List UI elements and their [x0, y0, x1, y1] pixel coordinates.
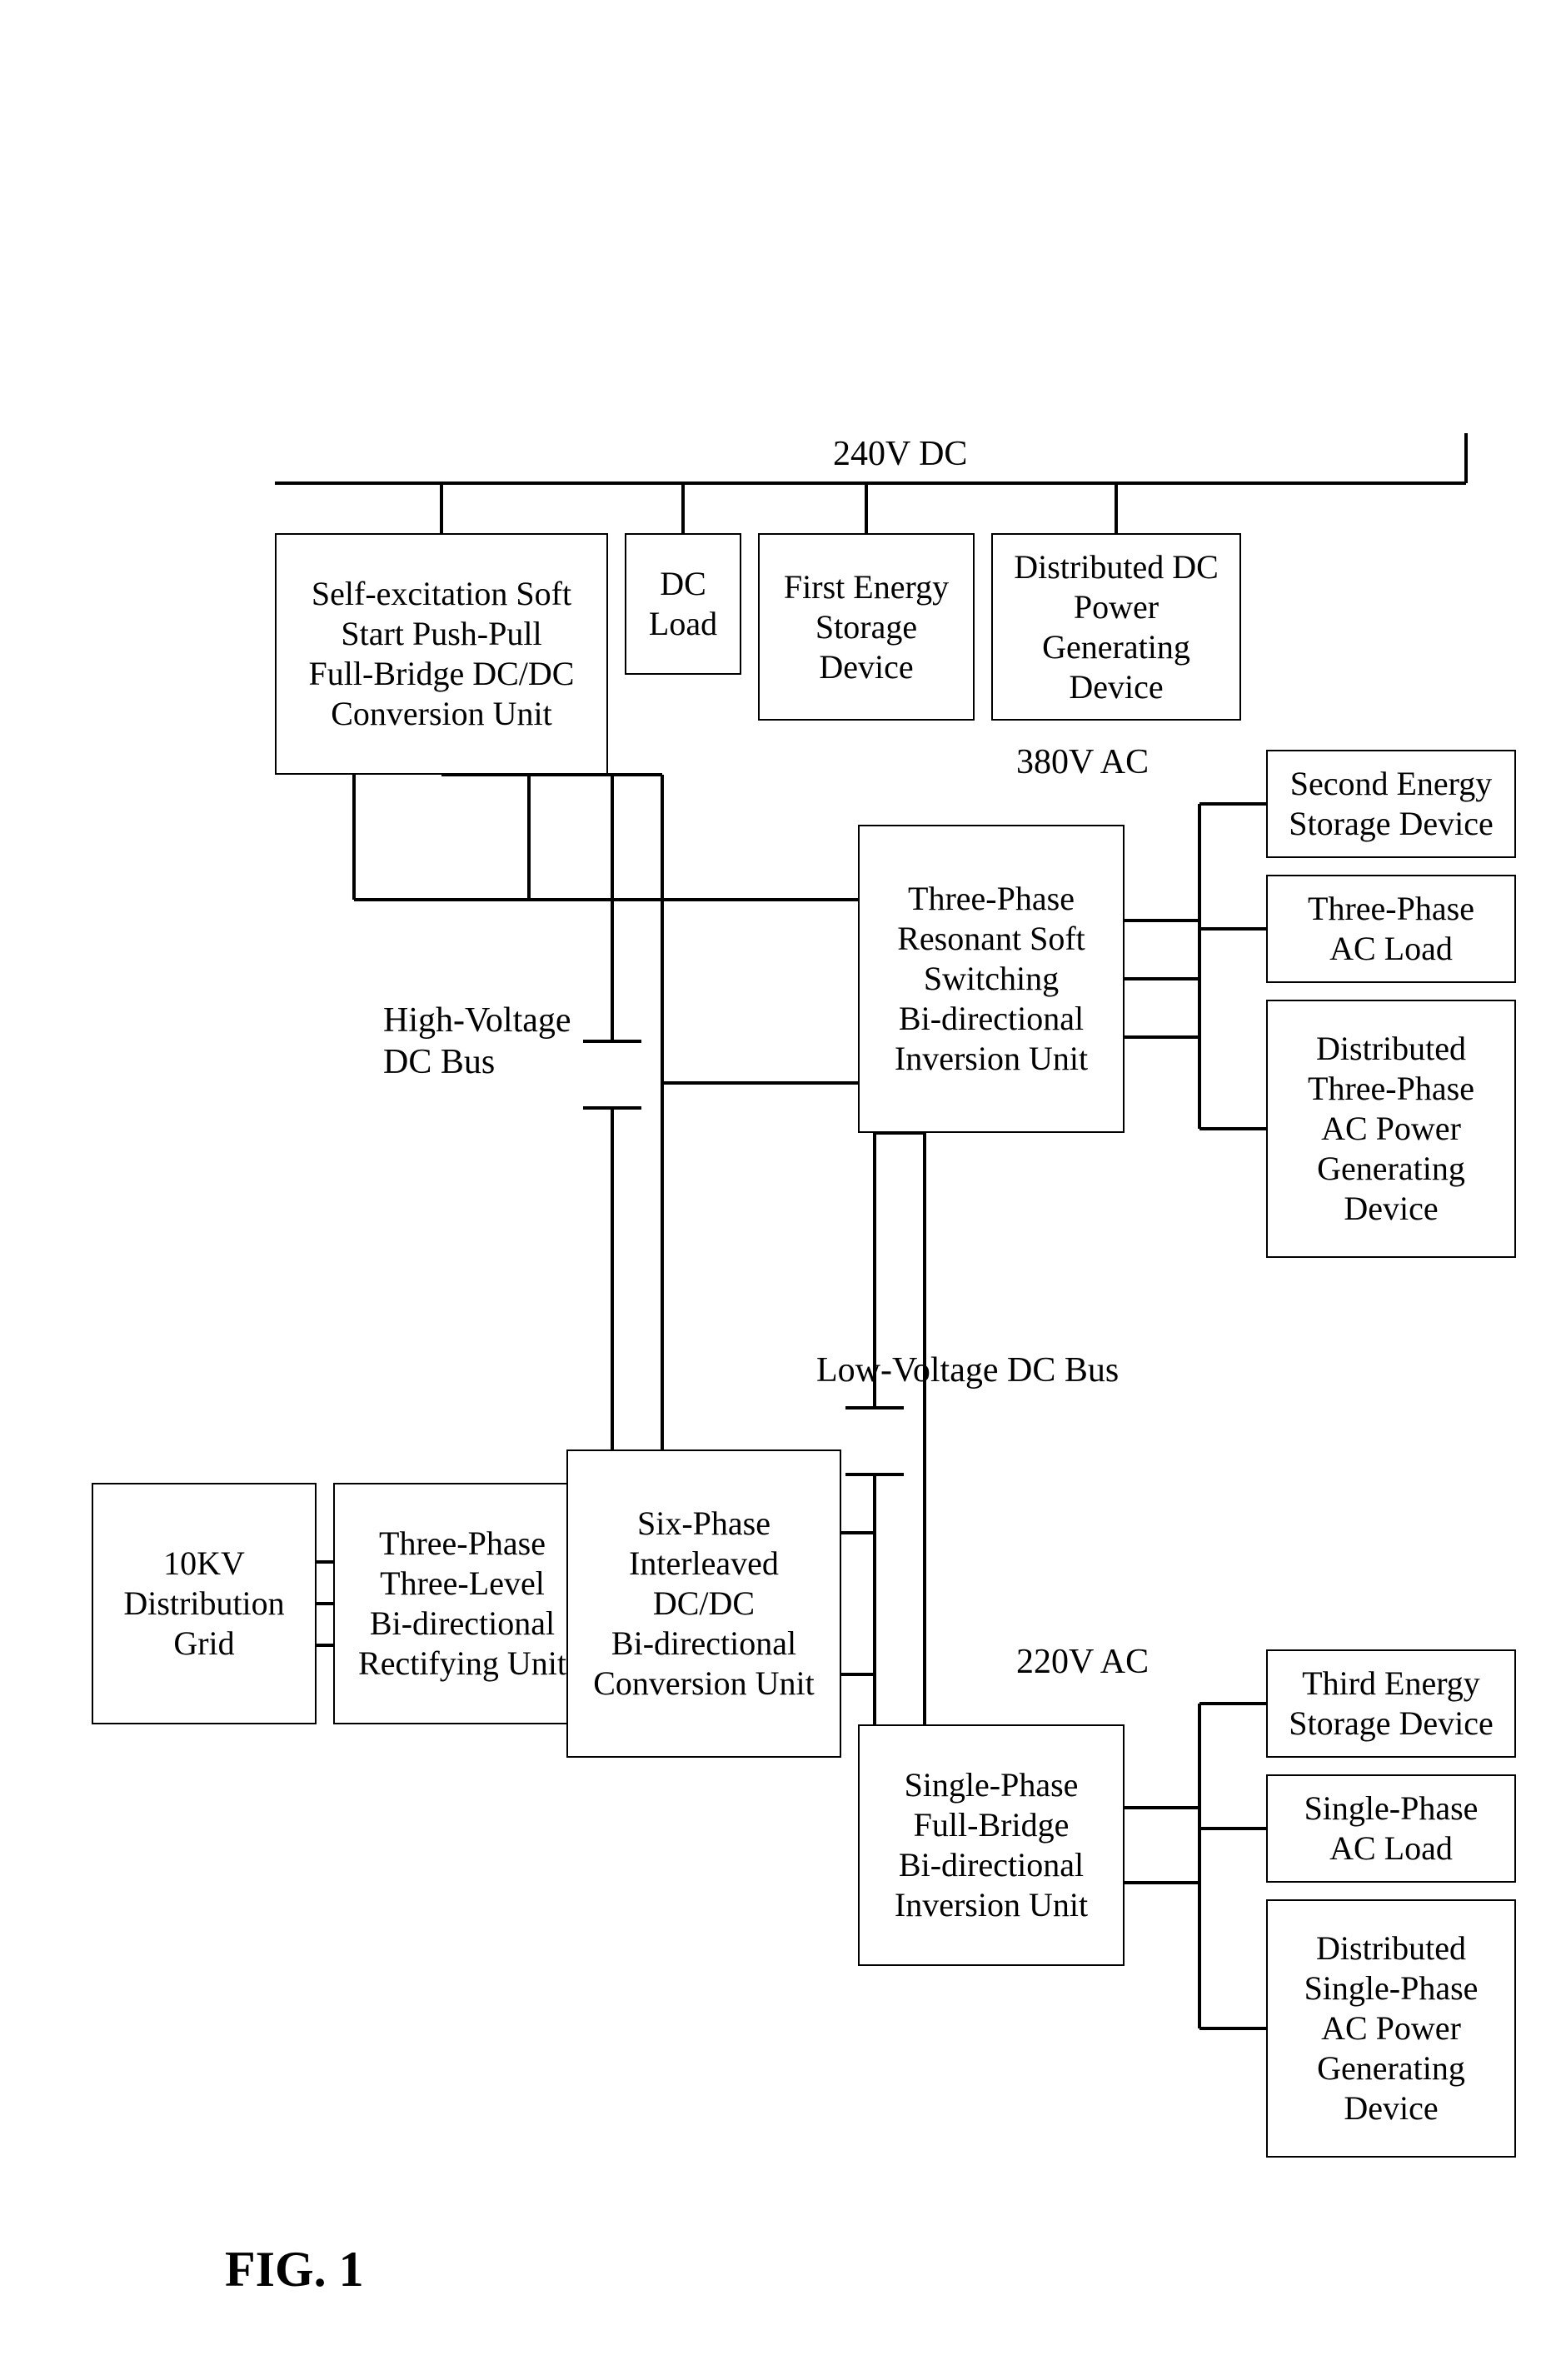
box-sixphase: Six-Phase Interleaved DC/DC Bi-direction…	[566, 1449, 841, 1758]
box-ac1gen-text: Distributed Single-Phase AC Power Genera…	[1304, 1928, 1479, 2128]
label-380vac: 380V AC	[1016, 741, 1149, 783]
box-ac3load-text: Three-Phase AC Load	[1308, 889, 1474, 969]
box-dcload: DC Load	[625, 533, 741, 675]
label-220vac: 220V AC	[1016, 1641, 1149, 1683]
box-ac3gen: Distributed Three-Phase AC Power Generat…	[1266, 1000, 1516, 1258]
box-ac1gen: Distributed Single-Phase AC Power Genera…	[1266, 1899, 1516, 2158]
box-ac1load-text: Single-Phase AC Load	[1304, 1789, 1479, 1869]
diagram-canvas: 10KV Distribution Grid Three-Phase Three…	[17, 17, 1551, 2363]
box-dcload-text: DC Load	[649, 564, 717, 644]
box-grid: 10KV Distribution Grid	[92, 1483, 317, 1724]
label-hvbus: High-Voltage DC Bus	[383, 1000, 591, 1084]
box-pushpull-text: Self-excitation Soft Start Push-Pull Ful…	[309, 574, 575, 734]
box-storage3: Third Energy Storage Device	[1266, 1649, 1516, 1758]
box-ac1load: Single-Phase AC Load	[1266, 1774, 1516, 1883]
box-pushpull: Self-excitation Soft Start Push-Pull Ful…	[275, 533, 608, 775]
box-sixphase-text: Six-Phase Interleaved DC/DC Bi-direction…	[593, 1504, 815, 1704]
box-rectifier: Three-Phase Three-Level Bi-directional R…	[333, 1483, 591, 1724]
box-ac3gen-text: Distributed Three-Phase AC Power Generat…	[1308, 1029, 1474, 1229]
box-threephase-inv: Three-Phase Resonant Soft Switching Bi-d…	[858, 825, 1125, 1133]
box-dcgen: Distributed DC Power Generating Device	[991, 533, 1241, 721]
box-dcgen-text: Distributed DC Power Generating Device	[1000, 547, 1233, 707]
figure-label: FIG. 1	[225, 2241, 364, 2298]
box-storage2-text: Second Energy Storage Device	[1289, 764, 1493, 844]
box-singlephase-inv-text: Single-Phase Full-Bridge Bi-directional …	[895, 1765, 1088, 1925]
box-storage3-text: Third Energy Storage Device	[1289, 1664, 1493, 1744]
box-storage1: First Energy Storage Device	[758, 533, 975, 721]
box-storage2: Second Energy Storage Device	[1266, 750, 1516, 858]
label-lvbus: Low-Voltage DC Bus	[816, 1350, 1166, 1391]
label-240vdc: 240V DC	[833, 433, 967, 475]
box-ac3load: Three-Phase AC Load	[1266, 875, 1516, 983]
box-rectifier-text: Three-Phase Three-Level Bi-directional R…	[358, 1524, 566, 1684]
box-storage1-text: First Energy Storage Device	[784, 567, 949, 687]
box-grid-text: 10KV Distribution Grid	[123, 1544, 284, 1664]
box-threephase-inv-text: Three-Phase Resonant Soft Switching Bi-d…	[895, 879, 1088, 1079]
box-singlephase-inv: Single-Phase Full-Bridge Bi-directional …	[858, 1724, 1125, 1966]
